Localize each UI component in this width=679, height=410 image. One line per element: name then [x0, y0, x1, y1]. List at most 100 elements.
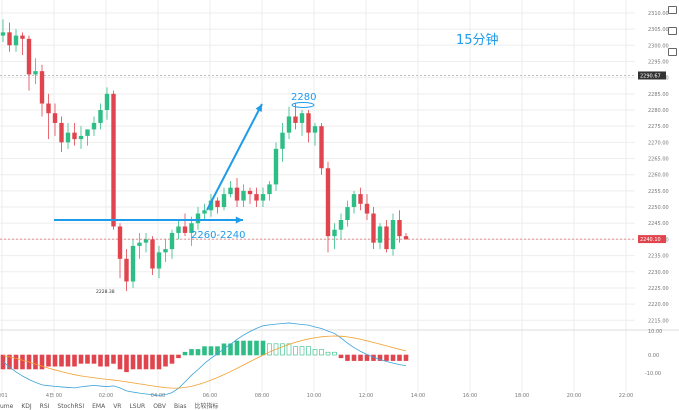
macd-bar — [52, 354, 58, 367]
macd-bar — [143, 354, 149, 370]
candle-body — [33, 71, 38, 75]
macd-bar — [137, 354, 142, 370]
candle-body — [241, 190, 246, 201]
indicator-tab[interactable]: StochRSI — [57, 403, 85, 410]
x-tick-label: 20:00 — [567, 393, 581, 399]
indicator-tab[interactable]: ume — [0, 403, 14, 410]
y-tick-label: 2245.00 — [648, 221, 669, 227]
candle-body — [280, 132, 285, 149]
macd-bar — [39, 354, 45, 370]
y-tick-label: 2305.00 — [648, 27, 669, 33]
candle-body — [215, 200, 220, 208]
candle-body — [306, 113, 311, 133]
candle-body — [182, 226, 188, 233]
indicator-tab[interactable]: VR — [113, 403, 122, 410]
macd-bar — [332, 351, 337, 356]
candle-body — [371, 213, 376, 243]
candle-body — [254, 194, 259, 201]
macd-bar — [364, 354, 370, 361]
macd-bar — [169, 354, 175, 364]
indicator-tab[interactable]: 比较指标 — [194, 403, 219, 410]
candle-body — [46, 103, 51, 114]
candle-body — [0, 32, 6, 36]
indicator-tab[interactable]: LSUR — [129, 403, 146, 410]
candle-body — [299, 113, 305, 123]
candle-body — [293, 116, 298, 123]
macd-bar — [228, 343, 233, 356]
x-tick-label: 18:00 — [515, 393, 529, 399]
macd-axis-label: 0.00 — [648, 353, 659, 359]
macd-bar — [33, 354, 38, 370]
candle-body — [228, 187, 233, 195]
indicator-tab[interactable]: OBV — [153, 403, 166, 410]
candle-body — [312, 126, 318, 133]
x-tick-label: 16:00 — [463, 393, 477, 399]
macd-bar — [397, 354, 402, 361]
macd-bar — [306, 346, 311, 356]
macd-bar — [384, 354, 389, 361]
candle-body — [332, 229, 337, 237]
macd-bar — [20, 354, 25, 370]
candle-body — [377, 226, 383, 243]
candle-body — [176, 226, 181, 233]
candle-body — [143, 239, 149, 243]
x-tick-label: 12:00 — [359, 393, 373, 399]
y-tick-label: 2300.00 — [648, 43, 669, 49]
x-tick-label: 06:00 — [203, 393, 217, 399]
candle-body — [202, 210, 207, 214]
macd-bar — [72, 354, 77, 367]
macd-bar — [299, 346, 305, 356]
y-tick-label: 2270.00 — [648, 140, 669, 146]
calendar-icon[interactable] — [668, 27, 677, 35]
current-price-label: 2240.10 — [640, 237, 661, 243]
y-tick-label: 2280.00 — [648, 108, 669, 114]
macd-bar — [286, 343, 292, 356]
candle-body — [351, 194, 357, 208]
macd-bar — [150, 354, 155, 370]
indicator-tab[interactable]: KDJ — [21, 403, 32, 410]
macd-bar — [189, 349, 194, 356]
macd-bar — [312, 349, 318, 356]
candle-body — [397, 220, 402, 237]
y-tick-label: 2310.00 — [648, 11, 669, 17]
macd-bar — [280, 343, 285, 356]
candle-body — [150, 239, 155, 269]
macd-bar — [130, 354, 136, 370]
candle-body — [390, 220, 396, 250]
macd-axis-label: -10.00 — [645, 371, 661, 377]
macd-bar — [338, 354, 344, 359]
macd-bar — [267, 343, 272, 356]
settings-icon[interactable] — [668, 6, 677, 14]
y-tick-label: 2295.00 — [648, 59, 669, 65]
macd-bar — [273, 343, 279, 356]
candle-body — [364, 203, 370, 214]
indicator-tab[interactable]: EMA — [92, 403, 106, 410]
candle-body — [91, 122, 97, 130]
right-toolbar[interactable] — [666, 0, 679, 410]
macd-bar — [358, 354, 363, 361]
candle-body — [104, 93, 110, 110]
macd-bar — [325, 351, 331, 356]
candle-body — [20, 35, 25, 39]
y-tick-label: 2260.00 — [648, 173, 669, 179]
macd-bar — [156, 354, 162, 370]
indicator-toolbar[interactable]: ume KDJ RSI StochRSI EMA VR LSUR OBV Bias 比较指标 — [0, 401, 679, 410]
current-price-box — [638, 235, 666, 244]
macd-bar — [91, 354, 97, 364]
candle-body — [124, 258, 129, 282]
candle-body — [111, 93, 116, 227]
indicator-tab[interactable]: RSI — [39, 403, 50, 410]
layout-icon[interactable] — [668, 48, 677, 56]
macd-bar — [319, 349, 324, 356]
target-arrow-head — [255, 104, 262, 112]
x-tick-label: 10:00 — [307, 393, 321, 399]
candle-body — [98, 110, 103, 123]
candle-body — [234, 187, 240, 201]
candle-body — [286, 116, 292, 133]
candle-body — [85, 129, 90, 136]
indicator-tab[interactable]: Bias — [173, 403, 187, 410]
macd-bar — [117, 354, 123, 370]
candle-body — [260, 194, 266, 201]
candle-body — [169, 232, 175, 250]
crosshair-price-box — [638, 71, 666, 80]
